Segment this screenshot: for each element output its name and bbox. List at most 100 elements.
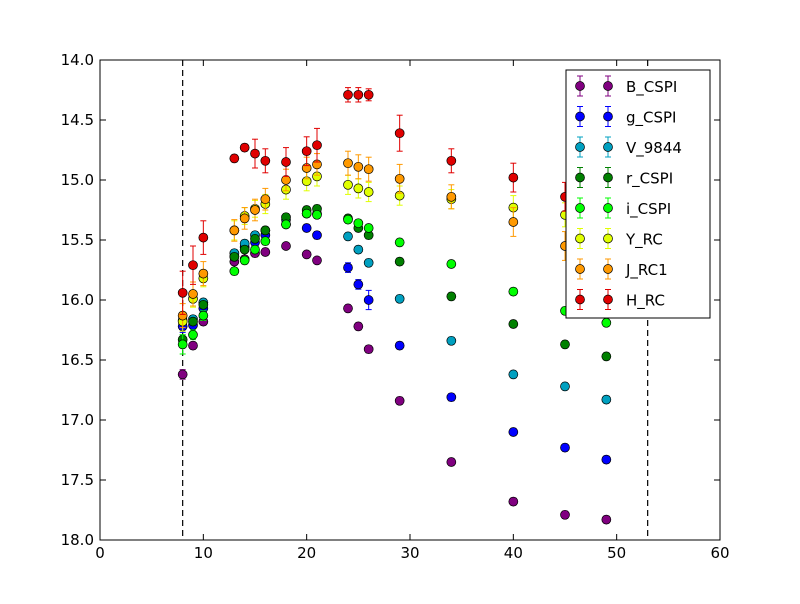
legend-entry-V_9844: V_9844 [575,136,682,158]
data-point [260,236,271,247]
data-point [260,225,271,236]
legend-marker [575,294,585,305]
data-point [312,230,322,241]
data-point [508,286,519,297]
data-point [363,223,374,233]
legend-marker [575,233,585,244]
data-point [177,339,188,350]
data-point [198,268,209,279]
data-point [198,299,209,310]
data-point [353,89,364,100]
x-tick-label: 0 [95,544,105,562]
data-point [394,340,405,351]
data-point [446,155,457,166]
data-point [250,233,260,244]
data-point [239,244,250,255]
data-point [560,339,570,350]
data-point [198,232,209,243]
data-point [301,146,312,157]
data-point [229,266,240,277]
y-tick-label: 17.0 [61,411,94,429]
legend-label: V_9844 [626,139,682,158]
data-point [312,209,322,220]
y-tick-label: 16.5 [61,351,94,369]
data-point [353,279,364,290]
legend-marker [603,294,613,305]
data-point [353,161,364,172]
data-point [446,392,457,403]
data-point [446,335,457,346]
legend-marker [575,203,585,213]
y-tick-label: 17.5 [61,471,94,489]
legend-label: J_RC1 [625,261,668,280]
legend-marker [575,142,585,152]
data-point [239,213,250,224]
x-tick-label: 60 [710,544,729,562]
data-point [260,194,271,205]
data-point [343,303,353,314]
data-point [363,89,374,100]
data-point [198,310,209,321]
x-tick-label: 40 [504,544,523,562]
data-point [177,287,188,298]
legend-entry-H_RC: H_RC [575,289,665,311]
data-point [250,148,260,159]
x-tick-label: 10 [194,544,213,562]
data-point [446,191,457,202]
data-point [560,442,570,453]
data-point [188,340,198,351]
data-point [343,89,353,100]
legend-marker [575,111,585,122]
plot-marks [177,60,649,540]
legend-label: H_RC [626,292,665,311]
data-point [353,183,364,194]
legend-marker [603,81,613,91]
data-point [508,172,519,183]
data-point [281,157,291,167]
x-tick-label: 20 [297,544,316,562]
data-point [508,217,519,227]
data-point [508,427,519,437]
data-point [363,164,374,175]
x-tick-label: 50 [607,544,626,562]
data-point [260,155,271,166]
data-point [301,249,312,260]
data-point [446,291,457,302]
data-point [188,289,198,299]
legend-label: B_CSPI [626,78,677,97]
data-point [601,454,612,465]
data-point [239,142,250,153]
legend-marker [603,203,613,213]
data-point [281,241,291,251]
data-point [601,514,612,525]
data-point [177,369,188,380]
data-point [343,262,353,273]
data-point [394,237,405,248]
data-point [281,219,291,230]
data-point [601,351,612,362]
legend-marker [575,264,585,274]
legend-entry-r_CSPI: r_CSPI [575,167,673,189]
data-point [508,319,519,329]
data-point [446,457,457,467]
legend-entry-i_CSPI: i_CSPI [575,197,671,219]
data-point [363,187,374,197]
y-tick-label: 15.5 [61,231,94,249]
data-point [353,218,364,229]
data-point [229,225,240,236]
data-point [560,509,570,520]
y-tick-label: 15.0 [61,171,94,189]
legend-entry-Y_RC: Y_RC [575,228,663,250]
legend-label: i_CSPI [626,200,671,219]
data-point [343,214,353,225]
data-point [250,205,260,215]
legend-label: r_CSPI [626,170,673,189]
data-point [260,247,271,257]
data-point [229,251,240,262]
data-point [446,259,457,269]
data-point [301,223,312,233]
legend-marker [603,172,613,183]
data-point [394,173,405,184]
x-tick-label: 30 [400,544,419,562]
